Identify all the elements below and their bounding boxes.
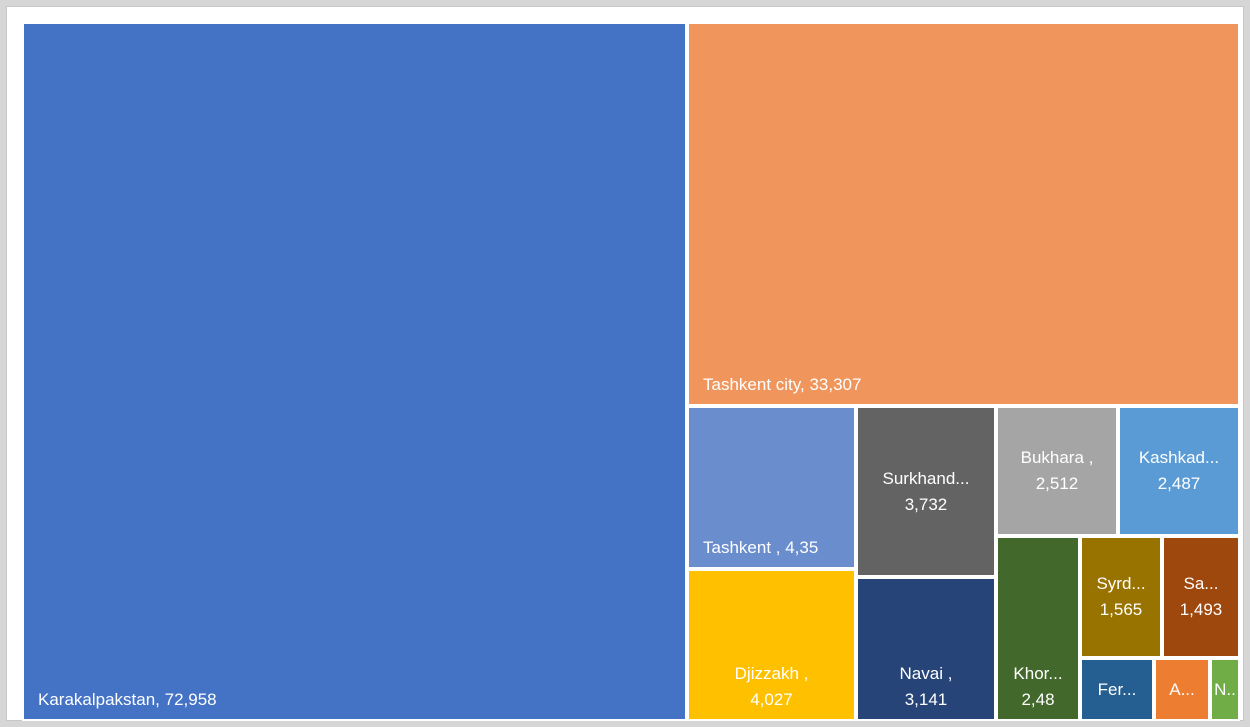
tile-label-value: 1,493 [1179,600,1223,619]
tile-label: Navai , 3,141 [858,661,994,713]
treemap-tile-tashkent: Tashkent , 4,35 [687,406,856,569]
tile-label-value: 2,487 [1157,474,1201,493]
tile-label: A... [1156,677,1208,703]
tile-label: Fer... [1082,677,1152,703]
tile-label: Karakalpakstan, 72,958 [38,687,217,713]
tile-label: Bukhara , 2,512 [998,445,1116,497]
tile-label-name: Navai , [899,664,953,683]
treemap-tile-djizzakh: Djizzakh , 4,027 [687,569,856,721]
tile-label: Kashkad... 2,487 [1120,445,1238,497]
tile-label: Surkhand... 3,732 [858,466,994,518]
tile-label-name: A... [1169,679,1195,699]
tile-label-name: Surkhand... [882,468,970,488]
tile-label-name: Fer... [1097,679,1137,699]
tile-label-value: 1,565 [1099,600,1143,619]
tile-label-value: 3,141 [904,690,948,709]
tile-label-name: Tashkent city, 33,307 [703,375,862,394]
treemap-tile-namangan: N.. [1210,658,1240,721]
treemap-tile-fergana: Fer... [1080,658,1154,721]
treemap-tile-syrdarya: Syrd... 1,565 [1080,536,1162,658]
tile-label-name: N.. [1214,679,1236,699]
tile-label-value: 2,48 [1021,690,1055,709]
tile-label: Syrd... 1,565 [1082,571,1160,623]
tile-label: Khor... 2,48 [998,661,1078,713]
tile-label-name: Syrd... [1096,574,1146,593]
tile-label: Tashkent , 4,35 [703,535,818,561]
tile-label-value: 3,732 [904,494,948,514]
tile-label-name: Karakalpakstan, 72,958 [38,690,217,709]
treemap-tile-khorezm: Khor... 2,48 [996,536,1080,721]
tile-label-value: 2,512 [1035,474,1079,493]
treemap-tile-karakalpakstan: Karakalpakstan, 72,958 [22,22,687,721]
treemap-tile-tashkent-city: Tashkent city, 33,307 [687,22,1240,406]
tile-label-value: 4,027 [750,690,793,709]
treemap-tile-kashkadarya: Kashkad... 2,487 [1118,406,1240,536]
tile-label: Sa... 1,493 [1164,571,1238,623]
tile-label: N.. [1212,677,1238,703]
tile-label-name: Khor... [1013,664,1063,683]
treemap-tile-bukhara: Bukhara , 2,512 [996,406,1118,536]
treemap-tile-samarkand: Sa... 1,493 [1162,536,1240,658]
treemap-tile-surkhandarya: Surkhand... 3,732 [856,406,996,577]
tile-label-name: Bukhara , [1020,448,1094,467]
tile-label-name: Sa... [1183,574,1219,593]
tile-label-name: Djizzakh , [734,664,809,683]
tile-label-name: Tashkent , 4,35 [703,538,819,557]
tile-label-name: Kashkad... [1138,448,1220,467]
tile-label: Tashkent city, 33,307 [703,372,861,398]
treemap-tile-navai: Navai , 3,141 [856,577,996,721]
tile-label: Djizzakh , 4,027 [689,661,854,713]
treemap-tile-andijan: A... [1154,658,1210,721]
